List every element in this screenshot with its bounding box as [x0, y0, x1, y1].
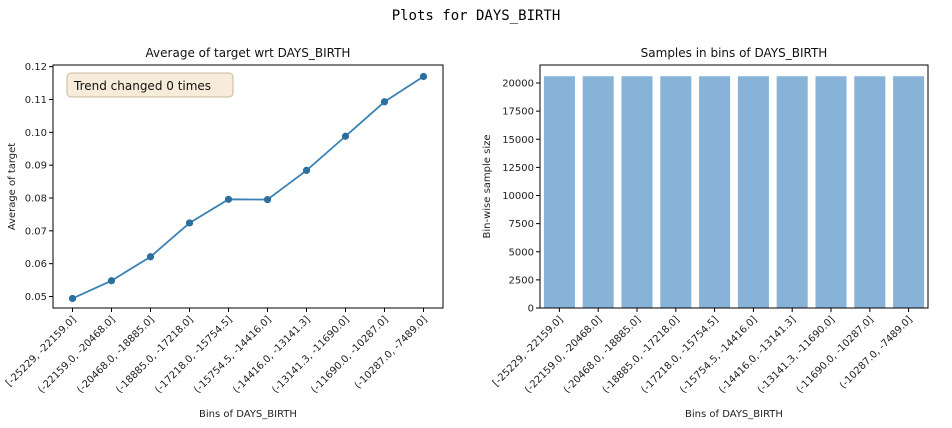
y-tick-label: 0.11: [25, 95, 47, 106]
chart-title: Samples in bins of DAYS_BIRTH: [641, 46, 828, 60]
x-tick-label: (-14416.0, -13141.3]: [231, 314, 312, 395]
plot-frame: [52, 64, 444, 309]
x-axis-label: Bins of DAYS_BIRTH: [199, 409, 297, 420]
x-tick-label: (-15754.5, -14416.0]: [678, 314, 759, 395]
y-tick-label: 7500: [509, 219, 534, 230]
bar: [893, 76, 925, 308]
y-tick-label: 0.07: [25, 226, 47, 237]
bar: [660, 76, 692, 308]
x-tick-label: (-22159.0, -20468.0]: [523, 314, 604, 395]
bar: [543, 76, 575, 308]
data-point: [341, 132, 350, 140]
y-tick-label: 0.06: [25, 259, 47, 270]
data-point: [302, 166, 311, 175]
chart-title: Average of target wrt DAYS_BIRTH: [146, 46, 351, 60]
x-tick-label: [-25229, -22159.0]: [491, 314, 566, 389]
x-tick-label: (-14416.0, -13141.3]: [717, 314, 798, 395]
x-tick-label: (-11690.0, -10287.0]: [795, 314, 876, 395]
data-point: [185, 219, 194, 227]
y-tick-label: 5000: [509, 247, 534, 258]
bar: [699, 76, 731, 308]
y-tick-label: 0.10: [25, 128, 47, 139]
x-tick-label: (-10287.0, -7489.0]: [838, 314, 915, 391]
y-axis-label: Average of target: [7, 143, 18, 231]
bar: [815, 76, 847, 308]
y-tick-label: 10000: [502, 191, 534, 202]
x-tick-label: (-13141.3, -11690.0]: [270, 314, 351, 395]
y-axis-label: Bin-wise sample size: [482, 134, 493, 238]
bar: [776, 76, 808, 308]
data-point: [224, 195, 233, 203]
y-tick-label: 20000: [502, 79, 534, 90]
bar: [582, 76, 614, 308]
x-tick-label: (-17218.0, -15754.5]: [153, 314, 234, 395]
data-point: [146, 253, 155, 261]
bar-chart-bin-samples: Samples in bins of DAYS_BIRTH 0 2500 5000 75…: [482, 46, 929, 420]
x-tick-label: (-18885.0, -17218.0]: [601, 314, 682, 395]
y-tick-label: 0: [528, 304, 534, 315]
x-tick-label: (-10287.0, -7489.0]: [353, 314, 430, 391]
y-tick-label: 0.08: [25, 193, 47, 204]
bar: [621, 76, 653, 308]
y-tick-label: 12500: [502, 163, 534, 174]
x-tick-label: (-18885.0, -17218.0]: [114, 314, 195, 395]
y-tick-label: 0.12: [25, 62, 47, 73]
x-tick-label: [-25229, -22159.0]: [4, 314, 79, 389]
x-tick-label: (-22159.0, -20468.0]: [36, 314, 117, 395]
series-line: [72, 75, 424, 300]
data-point: [68, 294, 77, 303]
data-point: [107, 277, 116, 285]
x-tick-label: (-17218.0, -15754.5]: [639, 314, 720, 395]
line-chart-average-target: Average of target wrt DAYS_BIRTH 0.05 0.06…: [4, 46, 444, 420]
figure-suptitle: Plots for DAYS_BIRTH: [391, 8, 561, 24]
y-tick-label: 17500: [502, 107, 534, 118]
y-tick-label: 15000: [502, 135, 534, 146]
x-tick-label: (-20468.0, -18885.0]: [562, 314, 643, 395]
bar: [737, 76, 769, 308]
x-tick-label: (-11690.0, -10287.0]: [309, 314, 390, 395]
plot-frame: [539, 64, 929, 309]
bar: [854, 76, 886, 308]
data-point: [263, 196, 272, 204]
y-tick-label: 2500: [509, 275, 534, 286]
y-tick-label: 0.09: [25, 161, 47, 172]
data-point: [419, 72, 428, 81]
x-tick-label: (-20468.0, -18885.0]: [75, 314, 156, 395]
annotation-text: Trend changed 0 times: [73, 79, 211, 93]
data-point: [380, 98, 389, 106]
x-tick-label: (-13141.3, -11690.0]: [756, 314, 837, 395]
annotation-box: [66, 72, 234, 98]
x-axis-label: Bins of DAYS_BIRTH: [685, 409, 783, 420]
y-tick-label: 0.05: [25, 292, 47, 303]
x-tick-label: (-15754.5, -14416.0]: [192, 314, 273, 395]
